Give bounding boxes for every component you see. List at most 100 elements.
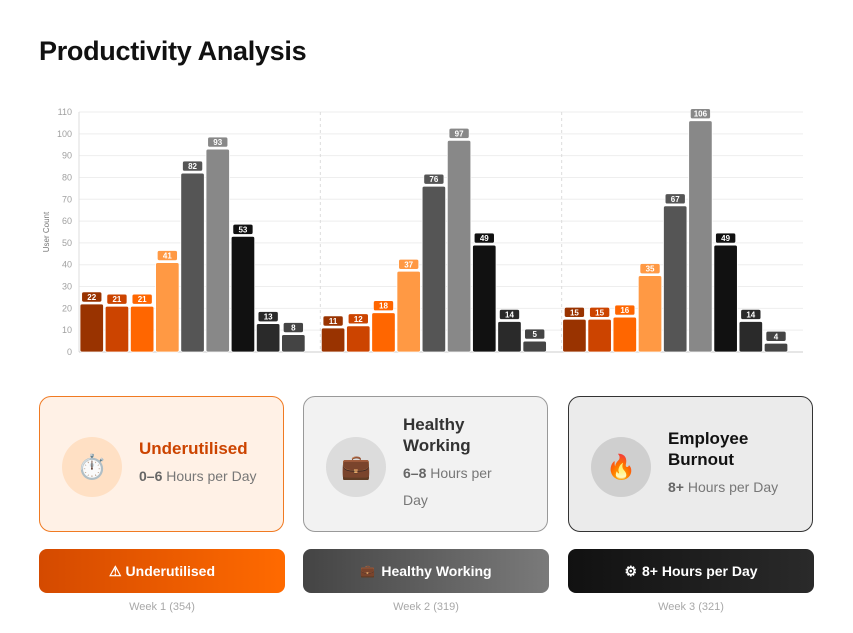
- y-tick-label: 80: [62, 172, 72, 182]
- y-tick-label: 60: [62, 216, 72, 226]
- data-label: 14: [746, 310, 755, 319]
- card-range: 8+: [668, 478, 684, 495]
- button-label: 8+ Hours per Day: [642, 563, 758, 579]
- button-label: Healthy Working: [381, 563, 492, 579]
- data-label: 76: [429, 175, 438, 184]
- data-label: 11: [329, 317, 338, 326]
- data-label: 8: [291, 324, 296, 333]
- y-tick-label: 20: [62, 303, 72, 313]
- data-label: 67: [671, 195, 680, 204]
- data-label: 14: [505, 310, 514, 319]
- data-label-box: [207, 136, 229, 148]
- stopwatch-icon: ⏱️: [62, 437, 122, 497]
- card-employee-burnout[interactable]: 🔥 Employee Burnout 8+ Hours per Day: [568, 396, 813, 532]
- button-label: Underutilised: [125, 563, 216, 579]
- week-label: Week 1 (354): [129, 601, 195, 613]
- data-label: 21: [112, 295, 121, 304]
- data-label-box: [589, 306, 610, 318]
- bar: [637, 275, 663, 353]
- bar: [255, 323, 281, 353]
- bar: [155, 262, 180, 353]
- y-tick-label: 110: [58, 107, 72, 117]
- data-label: 53: [238, 225, 247, 234]
- bar: [688, 120, 713, 353]
- fire-glyph: 🔥: [606, 453, 636, 481]
- card-underutilised[interactable]: ⏱️ Underutilised 0–6 Hours per Day: [39, 396, 284, 532]
- data-label-box: [373, 300, 394, 312]
- y-tick-label: 90: [62, 151, 72, 161]
- page-title: Productivity Analysis: [39, 36, 307, 66]
- data-label: 4: [774, 332, 779, 341]
- data-label-box: [81, 291, 103, 303]
- data-label-box: [232, 224, 254, 235]
- bar: [446, 139, 472, 353]
- warning-icon: ⚠: [108, 562, 122, 579]
- bar: [281, 334, 306, 353]
- data-label: 12: [354, 315, 363, 324]
- briefcase-icon: 💼: [360, 564, 376, 578]
- data-label-box: [347, 313, 369, 325]
- data-label-box: [524, 328, 545, 340]
- card-suffix: Hours per Day: [683, 478, 779, 495]
- briefcase-glyph: 💼: [341, 453, 371, 481]
- data-label: 5: [532, 330, 537, 339]
- data-label-box: [423, 173, 445, 185]
- data-label: 15: [570, 308, 579, 317]
- y-tick-label: 30: [62, 282, 72, 292]
- data-label: 93: [213, 138, 222, 147]
- bar: [104, 305, 130, 353]
- bar: [497, 321, 522, 353]
- bar: [738, 321, 763, 353]
- bar: [522, 340, 547, 353]
- burnout-button[interactable]: ⚙ 8+ Hours per Day: [568, 549, 814, 593]
- fire-icon: 🔥: [591, 437, 651, 497]
- y-tick-label: 50: [62, 238, 72, 248]
- y-tick-label: 70: [62, 194, 72, 204]
- y-tick-label: 0: [67, 347, 72, 357]
- card-subtitle: 6–8 Hours per Day: [403, 460, 507, 514]
- week-label: Week 2 (319): [393, 601, 459, 613]
- data-label-box: [157, 250, 178, 261]
- data-label-box: [398, 258, 419, 270]
- bar: [346, 325, 371, 353]
- data-label-box: [473, 232, 495, 244]
- data-label-box: [614, 304, 636, 316]
- data-label-box: [715, 232, 736, 244]
- data-label-box: [257, 311, 279, 322]
- bar: [562, 318, 587, 353]
- card-title: Healthy Working: [403, 415, 471, 455]
- data-label-box: [182, 160, 203, 172]
- healthy-working-button[interactable]: 💼 Healthy Working: [303, 549, 549, 593]
- data-label: 82: [188, 162, 197, 171]
- briefcase-icon: 💼: [326, 437, 386, 497]
- underutilised-button[interactable]: ⚠ Underutilised: [39, 549, 285, 593]
- data-label-box: [740, 309, 762, 320]
- week-label: Week 3 (321): [658, 601, 724, 613]
- bar: [180, 172, 205, 353]
- data-label-box: [322, 315, 344, 327]
- bar: [713, 244, 738, 353]
- data-label-box: [106, 293, 128, 305]
- data-label-box: [664, 193, 686, 205]
- card-title: Underutilised: [139, 439, 248, 458]
- data-label-box: [499, 309, 520, 320]
- bar-chart: 0 10 20 30 40 50 60 70 80 90 100 110 User Count 22 21 2…: [42, 107, 803, 357]
- data-label: 97: [455, 129, 464, 138]
- bar: [79, 303, 104, 353]
- card-range: 6–8: [403, 465, 427, 481]
- stopwatch-glyph: ⏱️: [77, 453, 107, 481]
- y-tick-label: 40: [62, 260, 72, 270]
- data-label: 18: [379, 302, 388, 311]
- bar: [371, 312, 396, 353]
- bar: [472, 244, 497, 353]
- data-label: 15: [595, 308, 604, 317]
- data-label-box: [448, 128, 470, 139]
- card-suffix: Hours per Day: [403, 465, 492, 508]
- data-label: 49: [721, 234, 730, 243]
- bar: [230, 235, 256, 353]
- card-range: 0–6: [139, 468, 163, 484]
- gear-icon: ⚙: [624, 562, 637, 579]
- bar: [396, 270, 421, 353]
- data-label-box: [131, 293, 153, 305]
- card-healthy-working[interactable]: 💼 Healthy Working 6–8 Hours per Day: [303, 396, 548, 532]
